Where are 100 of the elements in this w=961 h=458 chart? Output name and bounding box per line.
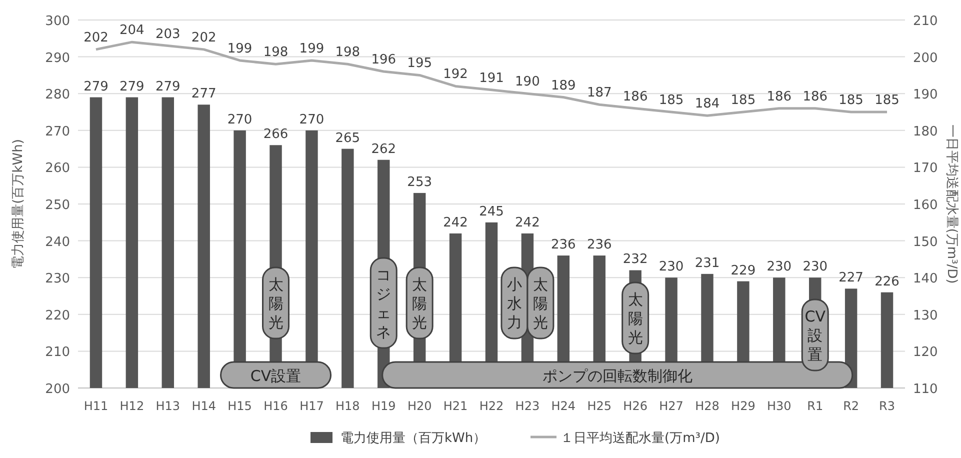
x-tick-label: H12 [120, 399, 144, 413]
x-tick-label: H28 [695, 399, 720, 413]
annotation: CV設置 [804, 308, 826, 364]
data-label: 231 [694, 256, 720, 271]
x-tick-label: R3 [879, 399, 896, 413]
x-tick-label: H16 [264, 399, 288, 413]
annotation: 太陽光 [406, 266, 434, 340]
y-tick-label: 290 [45, 50, 70, 66]
y-tick-label: 250 [45, 198, 70, 213]
data-label: 245 [479, 204, 504, 220]
y2-tick-label: 120 [913, 345, 938, 360]
data-label: 226 [874, 274, 900, 290]
y-tick-label: 240 [45, 234, 70, 250]
data-label: 232 [622, 252, 648, 268]
annotation: ポンプの回転数制御化 [382, 361, 854, 389]
x-tick-label: H20 [407, 399, 432, 413]
data-label: 191 [479, 70, 504, 86]
data-label: 277 [191, 86, 216, 102]
y2-tick-label: 150 [913, 234, 938, 250]
x-tick-label: H21 [443, 399, 468, 413]
y-axis-title: 電力使用量(百万kWh) [11, 139, 26, 269]
annotation: 太陽光 [412, 276, 428, 332]
data-label: 230 [766, 260, 792, 275]
data-label: 204 [120, 23, 144, 38]
x-tick-label: R2 [843, 399, 860, 413]
data-label: 198 [263, 45, 288, 60]
x-tick-label: H18 [336, 399, 360, 413]
x-tick-label: H17 [300, 399, 324, 413]
data-label: 202 [84, 30, 108, 46]
data-label: 270 [227, 112, 252, 128]
y-tick-label: 220 [45, 308, 70, 324]
x-tick-label: R1 [807, 399, 824, 413]
x-tick-label: H24 [551, 399, 576, 413]
data-label: 253 [407, 174, 432, 190]
x-tick-label: H26 [623, 399, 648, 413]
data-label: 196 [371, 52, 396, 68]
data-label: 192 [443, 67, 468, 82]
data-label: 279 [84, 79, 108, 94]
data-label: 236 [551, 238, 576, 253]
annotation: 小水力 [500, 266, 528, 340]
y-tick-label: 270 [45, 124, 70, 140]
data-label: 185 [730, 93, 756, 108]
annotation: 太陽光 [262, 266, 290, 340]
annotation: CV設置 [801, 298, 829, 372]
y2-tick-label: 130 [913, 308, 938, 324]
data-label: 270 [299, 112, 324, 128]
annotation: CV設置 [220, 361, 332, 389]
annotation: コジェネ [376, 266, 392, 342]
y-tick-label: 260 [45, 161, 70, 176]
annotation: ポンプの回転数制御化 [542, 367, 692, 385]
y-tick-label: 230 [45, 272, 70, 287]
data-label: 227 [838, 270, 864, 286]
data-label: 185 [658, 93, 684, 108]
x-tick-label: H14 [192, 399, 216, 413]
y-tick-label: 210 [45, 345, 70, 360]
data-label: 199 [227, 41, 252, 56]
data-label: 185 [838, 93, 864, 108]
annotation: 太陽光 [526, 266, 554, 340]
y2-tick-label: 110 [913, 382, 938, 397]
x-tick-label: H27 [659, 399, 684, 413]
x-tick-label: H13 [156, 399, 180, 413]
y2-tick-label: 170 [913, 161, 938, 176]
y-tick-label: 280 [45, 88, 70, 103]
data-label: 195 [407, 56, 432, 72]
x-tick-label: H29 [731, 399, 756, 413]
annotation: 小水力 [506, 276, 522, 332]
data-label: 279 [155, 79, 180, 94]
data-label: 266 [263, 127, 288, 142]
x-tick-label: H19 [371, 399, 396, 413]
data-label: 186 [622, 89, 648, 104]
data-label: 230 [658, 260, 684, 275]
annotation: 太陽光 [628, 290, 643, 347]
y2-tick-label: 180 [913, 124, 938, 140]
annotation: 太陽光 [532, 276, 548, 332]
annotation: 太陽光 [268, 276, 284, 332]
x-tick-label: H30 [767, 399, 792, 413]
data-label: 236 [586, 238, 612, 253]
data-label: 186 [766, 89, 792, 104]
x-tick-label: H11 [84, 399, 108, 413]
data-label: 186 [802, 89, 828, 104]
data-label: 279 [120, 79, 144, 94]
data-label: 190 [515, 74, 540, 90]
data-label: 203 [155, 26, 180, 42]
data-label: 242 [515, 215, 540, 230]
legend-label: １日平均送配水量(万m³/D) [560, 431, 720, 446]
data-label: 198 [335, 45, 360, 60]
data-label: 242 [443, 215, 468, 230]
data-label: 230 [802, 260, 828, 275]
y2-tick-label: 140 [913, 272, 938, 287]
y2-tick-label: 200 [913, 50, 938, 66]
y2-axis-title: 一日平均送配水量(万m³/D) [944, 124, 959, 284]
x-tick-label: H23 [515, 399, 540, 413]
annotation: CV設置 [250, 367, 302, 385]
data-label: 187 [586, 86, 612, 101]
data-label: 262 [371, 142, 396, 157]
data-label: 184 [694, 96, 720, 112]
y2-tick-label: 160 [913, 198, 938, 213]
y-tick-label: 200 [45, 382, 70, 397]
y-tick-label: 300 [45, 14, 70, 29]
data-label: 202 [191, 30, 216, 46]
